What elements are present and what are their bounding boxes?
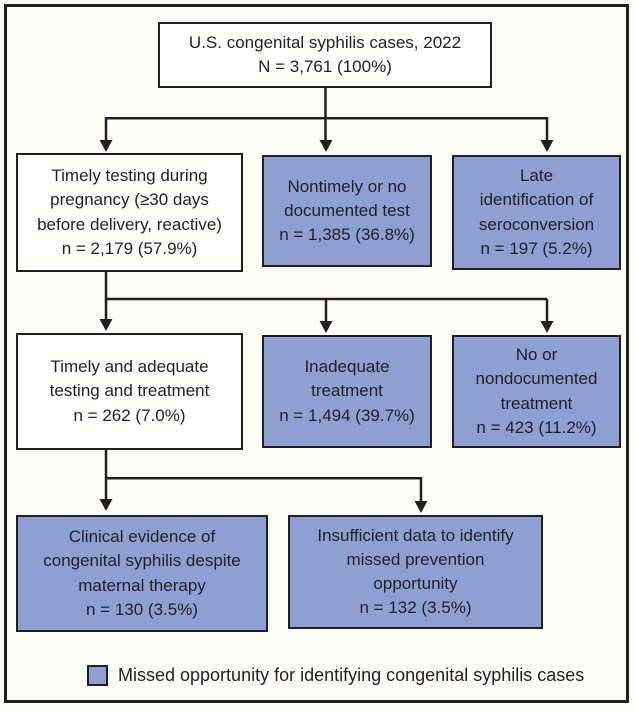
box-label: Inadequate treatment [304,357,390,401]
legend-label: Missed opportunity for identifying conge… [118,665,585,685]
box-stat: n = 262 (7.0%) [73,405,186,425]
box-no-treatment: No or nondocumented treatment n = 423 (1… [452,335,621,448]
box-label: Timely testing during pregnancy (≥30 day… [37,166,222,234]
box-label: Insufficient data to identify missed pre… [317,525,514,593]
box-label: Nontimely or no documented test [284,176,410,220]
box-stat: N = 3,761 (100%) [258,57,392,76]
figure-frame [4,4,629,703]
box-clinical-evidence: Clinical evidence of congenital syphilis… [16,515,268,632]
box-stat: n = 423 (11.2%) [476,417,597,437]
box-label: No or nondocumented treatment [475,345,598,413]
box-insufficient-data: Insufficient data to identify missed pre… [288,515,543,629]
box-label: Clinical evidence of congenital syphilis… [43,527,241,595]
box-stat: n = 197 (5.2%) [480,238,593,258]
box-nontimely-test: Nontimely or no documented test n = 1,38… [262,155,432,267]
box-stat: n = 1,494 (39.7%) [279,405,415,425]
box-stat: n = 130 (3.5%) [86,599,198,619]
box-stat: n = 2,179 (57.9%) [61,238,198,258]
box-timely-testing: Timely testing during pregnancy (≥30 day… [16,153,243,272]
box-stat: n = 1,385 (36.8%) [279,225,415,245]
legend: Missed opportunity for identifying conge… [87,665,584,686]
box-late-seroconversion: Late identification of seroconversion n … [452,155,621,270]
box-inadequate-treatment: Inadequate treatment n = 1,494 (39.7%) [262,335,432,448]
box-label: Timely and adequate testing and treatmen… [49,357,210,401]
missed-opportunity-swatch [87,665,108,686]
box-label: Late identification of seroconversion [478,166,595,234]
box-label: U.S. congenital syphilis cases, 2022 [188,32,462,52]
box-total-cases: U.S. congenital syphilis cases, 2022 N =… [158,22,492,88]
box-timely-adequate: Timely and adequate testing and treatmen… [16,333,243,450]
box-stat: n = 132 (3.5%) [359,598,472,618]
